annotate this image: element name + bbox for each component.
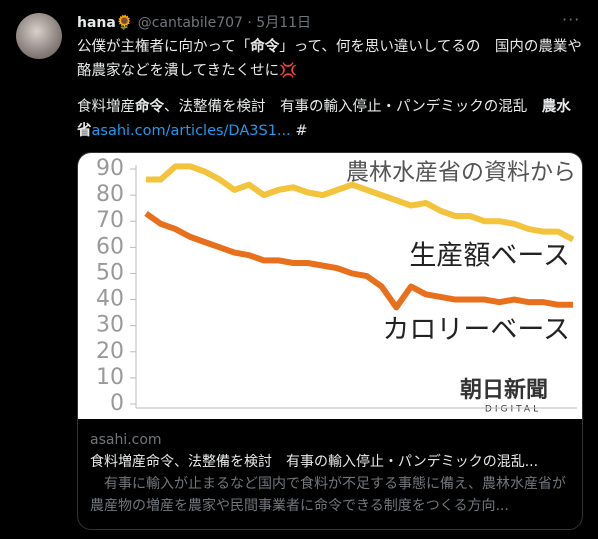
separator: ·: [247, 15, 252, 31]
logo-sub: DIGITAL: [485, 405, 541, 415]
text-segment: 命令: [250, 39, 280, 55]
user-handle[interactable]: @cantabile707: [137, 15, 243, 31]
y-tick-label: 70: [96, 208, 124, 233]
data-line: [144, 210, 573, 311]
link-card[interactable]: 農林水産省の資料から 朝日新聞 DIGITAL 0 10 20 30 40 50 60 70 8…: [77, 152, 583, 530]
card-domain: asahi.com: [90, 432, 162, 448]
logo: 朝日新聞: [460, 377, 548, 403]
text-segment: 、法整備を検討 有事の輸入停止・パンデミックの混乱: [164, 99, 542, 115]
card-title: 食料増産命令、法整備を検討 有事の輸入停止・パンデミックの混乱...: [90, 454, 539, 470]
y-tick-label: 10: [96, 365, 124, 390]
text-segment: 」って、何を思い違いしてるの 国内の農業や酪農家などを潰してきたくせに💢: [77, 39, 582, 79]
y-tick-label: 40: [96, 287, 124, 312]
chart: 農林水産省の資料から 朝日新聞 DIGITAL 0102030405060708…: [78, 153, 582, 419]
data-line: [146, 163, 575, 243]
series-label: 生産額ベース: [409, 241, 570, 272]
avatar[interactable]: [16, 13, 62, 59]
y-tick-label: 90: [96, 156, 124, 181]
tweet-text: 食料増産命令、法整備を検討 有事の輸入停止・パンデミックの混乱 農水省asahi…: [77, 95, 585, 143]
y-tick-label: 60: [96, 234, 124, 259]
y-tick-label: 50: [96, 260, 124, 285]
y-tick-label: 80: [96, 182, 124, 207]
y-tick-label: 30: [96, 313, 124, 338]
y-tick-label: 0: [110, 391, 124, 416]
chart-title: 農林水産省の資料から: [346, 160, 576, 186]
text-segment: #: [290, 123, 308, 139]
link[interactable]: asahi.com/articles/DA3S1...: [91, 123, 291, 139]
more-button[interactable]: ···: [562, 10, 581, 29]
text-segment: 農水省: [77, 99, 571, 139]
y-tick-label: 20: [96, 339, 124, 364]
series-label: カロリーベース: [382, 315, 570, 346]
user-name[interactable]: hana🌻: [77, 15, 134, 31]
text-segment: 公僕が主権者に向かって「: [77, 39, 251, 55]
text-segment: 命令: [135, 99, 164, 115]
tweet-date[interactable]: 5月11日: [256, 15, 312, 31]
text-segment: 食料増産: [77, 99, 135, 115]
tweet-header: hana🌻 @cantabile707 · 5月11日: [77, 12, 311, 32]
card-description: 有事に輸入が止まるなど国内で食料が不足する事態に備え、農林水産省が農産物の増産を…: [90, 476, 566, 514]
tweet-text: 公僕が主権者に向かって「命令」って、何を思い違いしてるの 国内の農業や酪農家など…: [77, 35, 585, 83]
